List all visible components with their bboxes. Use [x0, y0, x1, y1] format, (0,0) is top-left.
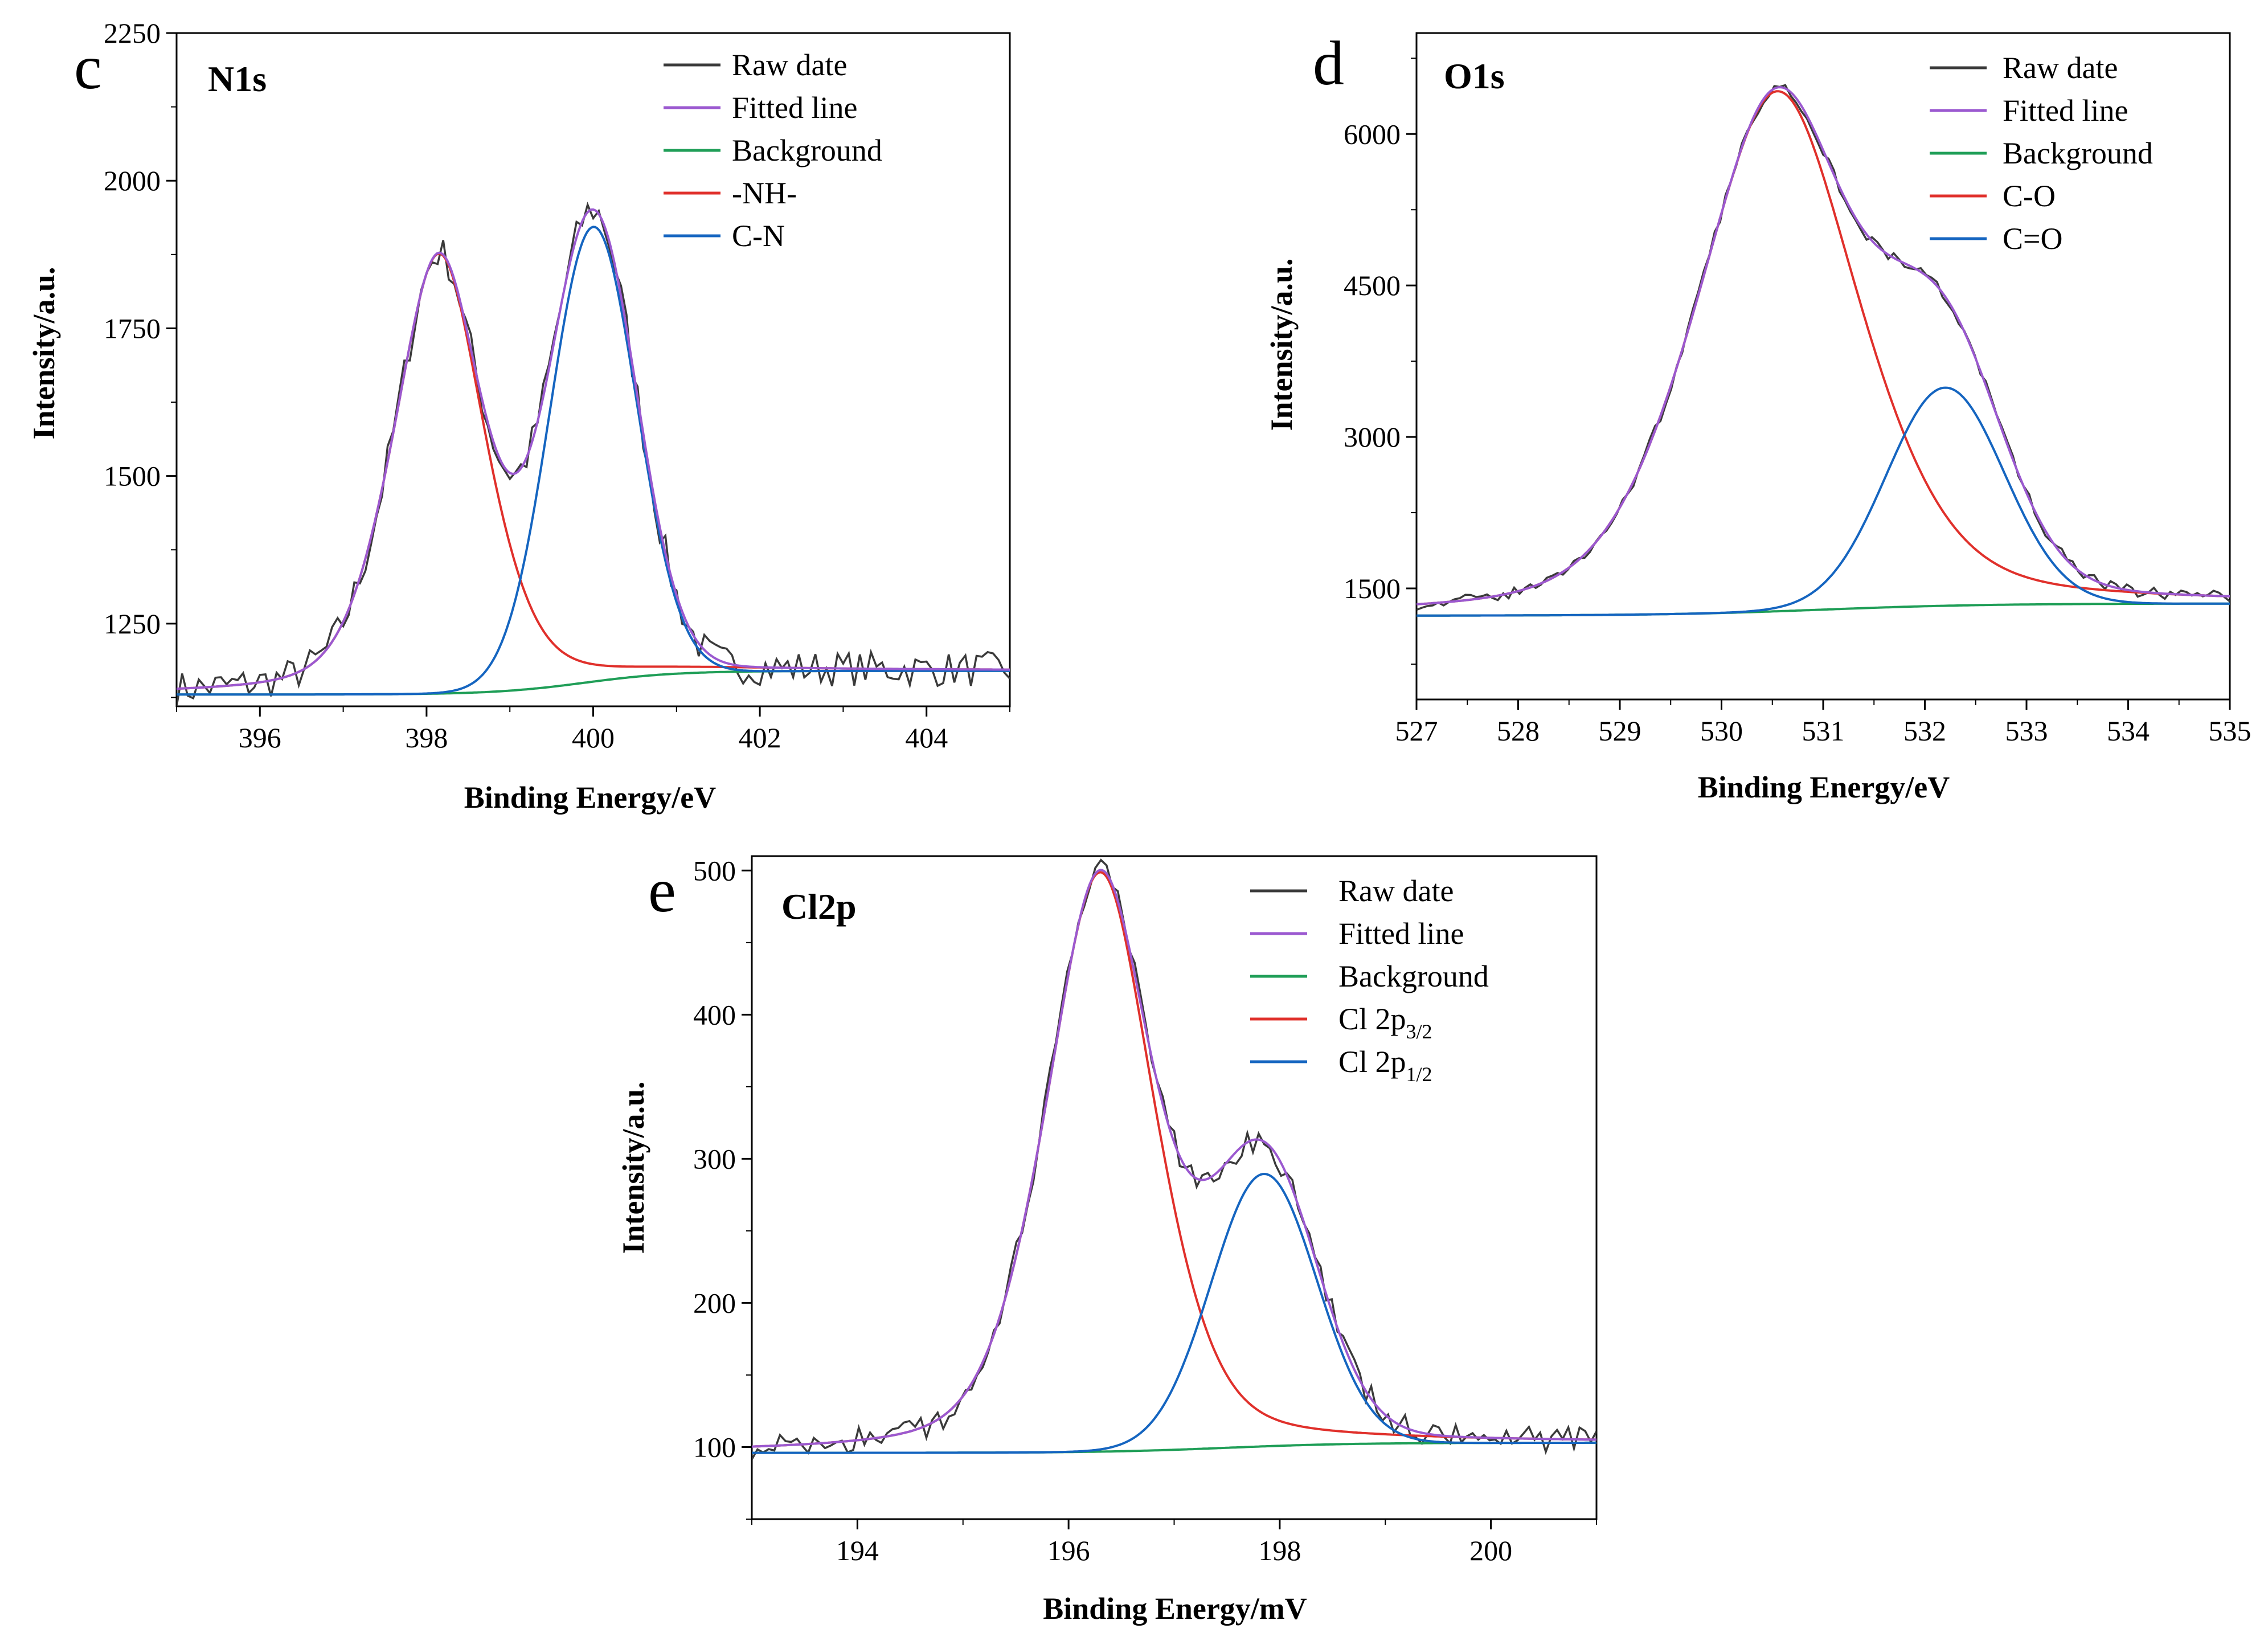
- panel-cl2p: e Cl2p Binding Energy/mV Intensity/a.u. …: [616, 854, 1598, 1626]
- y-tick-label: 100: [693, 1431, 736, 1463]
- plot-frame: [175, 32, 1011, 707]
- legend-label-raw: Raw date: [2003, 51, 2118, 85]
- y-axis-title: Intensity/a.u.: [1264, 258, 1299, 431]
- legend-label-raw: Raw date: [1338, 874, 1454, 908]
- y-axis-title: Intensity/a.u.: [616, 1081, 650, 1254]
- legend-label-background: Background: [1338, 959, 1489, 993]
- legend-label-raw: Raw date: [732, 48, 847, 82]
- plot-area: 396 398 400 402 404 1250 1500 1750 2000 2250: [104, 17, 1011, 754]
- legend: Raw date Fitted line Background Cl 2p3/2…: [1250, 874, 1489, 1086]
- x-tick-label: 400: [572, 722, 615, 754]
- panel-n1s: c N1s Binding Energy/eV Intensity/a.u. R…: [27, 17, 1011, 815]
- legend-label-peak1: -NH-: [732, 176, 797, 210]
- panel-letter: d: [1313, 28, 1344, 98]
- y-tick-label: 1500: [1344, 572, 1401, 604]
- x-tick-label: 194: [836, 1535, 879, 1566]
- x-tick-label: 198: [1258, 1535, 1301, 1566]
- panel-letter: e: [648, 856, 676, 925]
- x-tick-label: 404: [905, 722, 948, 754]
- legend-label-background: Background: [2003, 136, 2153, 170]
- y-tick-label: 500: [693, 854, 736, 886]
- y-tick-label: 2000: [104, 165, 161, 197]
- panel-letter: c: [74, 32, 102, 102]
- series-fitted-line: [752, 869, 1596, 1448]
- y-tick-label: 6000: [1344, 118, 1401, 150]
- x-axis-title: Binding Energy/eV: [464, 780, 717, 815]
- panel-o1s: d O1s Binding Energy/eV Intensity/a.u. R…: [1264, 28, 2251, 804]
- series-peak-1: [752, 871, 1596, 1448]
- legend-label-fitted: Fitted line: [1338, 916, 1464, 951]
- panel-title: Cl2p: [781, 886, 857, 927]
- x-tick-label: 533: [2005, 715, 2048, 747]
- x-tick-label: 530: [1700, 715, 1743, 747]
- y-tick-label: 1750: [104, 312, 161, 344]
- x-tick-label: 527: [1395, 715, 1438, 747]
- series-peak-2: [177, 226, 1010, 696]
- x-tick-label: 531: [1802, 715, 1845, 747]
- y-tick-label: 3000: [1344, 421, 1401, 453]
- x-tick-label: 200: [1469, 1535, 1512, 1566]
- x-tick-label: 402: [739, 722, 781, 754]
- legend: Raw date Fitted line Background C-O C=O: [1930, 51, 2153, 256]
- y-tick-label: 300: [693, 1143, 736, 1175]
- series-group: [177, 201, 1010, 706]
- y-tick-label: 4500: [1344, 269, 1401, 301]
- y-tick-label: 2250: [104, 17, 161, 49]
- series-background: [752, 1441, 1596, 1454]
- x-tick-label: 535: [2209, 715, 2251, 747]
- legend-label-peak1: C-O: [2003, 179, 2056, 213]
- y-tick-label: 200: [693, 1287, 736, 1319]
- x-tick-label: 398: [405, 722, 448, 754]
- x-tick-label: 534: [2107, 715, 2150, 747]
- series-raw-date: [177, 201, 1010, 706]
- x-axis-title: Binding Energy/eV: [1698, 770, 1950, 804]
- legend: Raw date Fitted line Background -NH- C-N: [664, 48, 882, 253]
- series-fitted-line: [1417, 86, 2230, 605]
- series-raw-date: [752, 858, 1596, 1460]
- y-tick-label: 1500: [104, 460, 161, 492]
- series-group: [1417, 84, 2230, 617]
- panel-title: N1s: [208, 59, 267, 99]
- legend-label-peak1: Cl 2p3/2: [1338, 1002, 1432, 1043]
- legend-label-peak2: C=O: [2003, 222, 2062, 256]
- panel-title: O1s: [1444, 56, 1505, 96]
- x-tick-label: 532: [1903, 715, 1946, 747]
- plot-area: 527 528 529 530 531 532 533 534 535 1500 3000 4500 6…: [1344, 32, 2251, 747]
- plot-frame: [751, 855, 1598, 1520]
- series-raw-date: [1417, 84, 2230, 611]
- x-tick-label: 529: [1599, 715, 1641, 747]
- legend-label-fitted: Fitted line: [2003, 93, 2128, 128]
- series-fitted-line: [177, 208, 1010, 690]
- x-axis-title: Binding Energy/mV: [1043, 1591, 1307, 1626]
- plot-area: 194 196 198 200 100 200 300 400 500: [693, 854, 1598, 1566]
- series-group: [752, 858, 1596, 1460]
- y-tick-label: 400: [693, 999, 736, 1030]
- x-tick-label: 528: [1497, 715, 1540, 747]
- legend-label-fitted: Fitted line: [732, 91, 857, 125]
- x-tick-label: 196: [1047, 1535, 1090, 1566]
- legend-label-background: Background: [732, 133, 882, 167]
- series-peak-2: [752, 1172, 1596, 1454]
- x-tick-label: 396: [239, 722, 281, 754]
- series-background: [1417, 602, 2230, 617]
- y-tick-label: 1250: [104, 608, 161, 640]
- y-axis-title: Intensity/a.u.: [27, 267, 61, 439]
- series-peak-2: [1417, 386, 2230, 617]
- legend-label-peak2: C-N: [732, 219, 785, 253]
- series-peak-1: [177, 252, 1010, 690]
- legend-label-peak2: Cl 2p1/2: [1338, 1045, 1432, 1086]
